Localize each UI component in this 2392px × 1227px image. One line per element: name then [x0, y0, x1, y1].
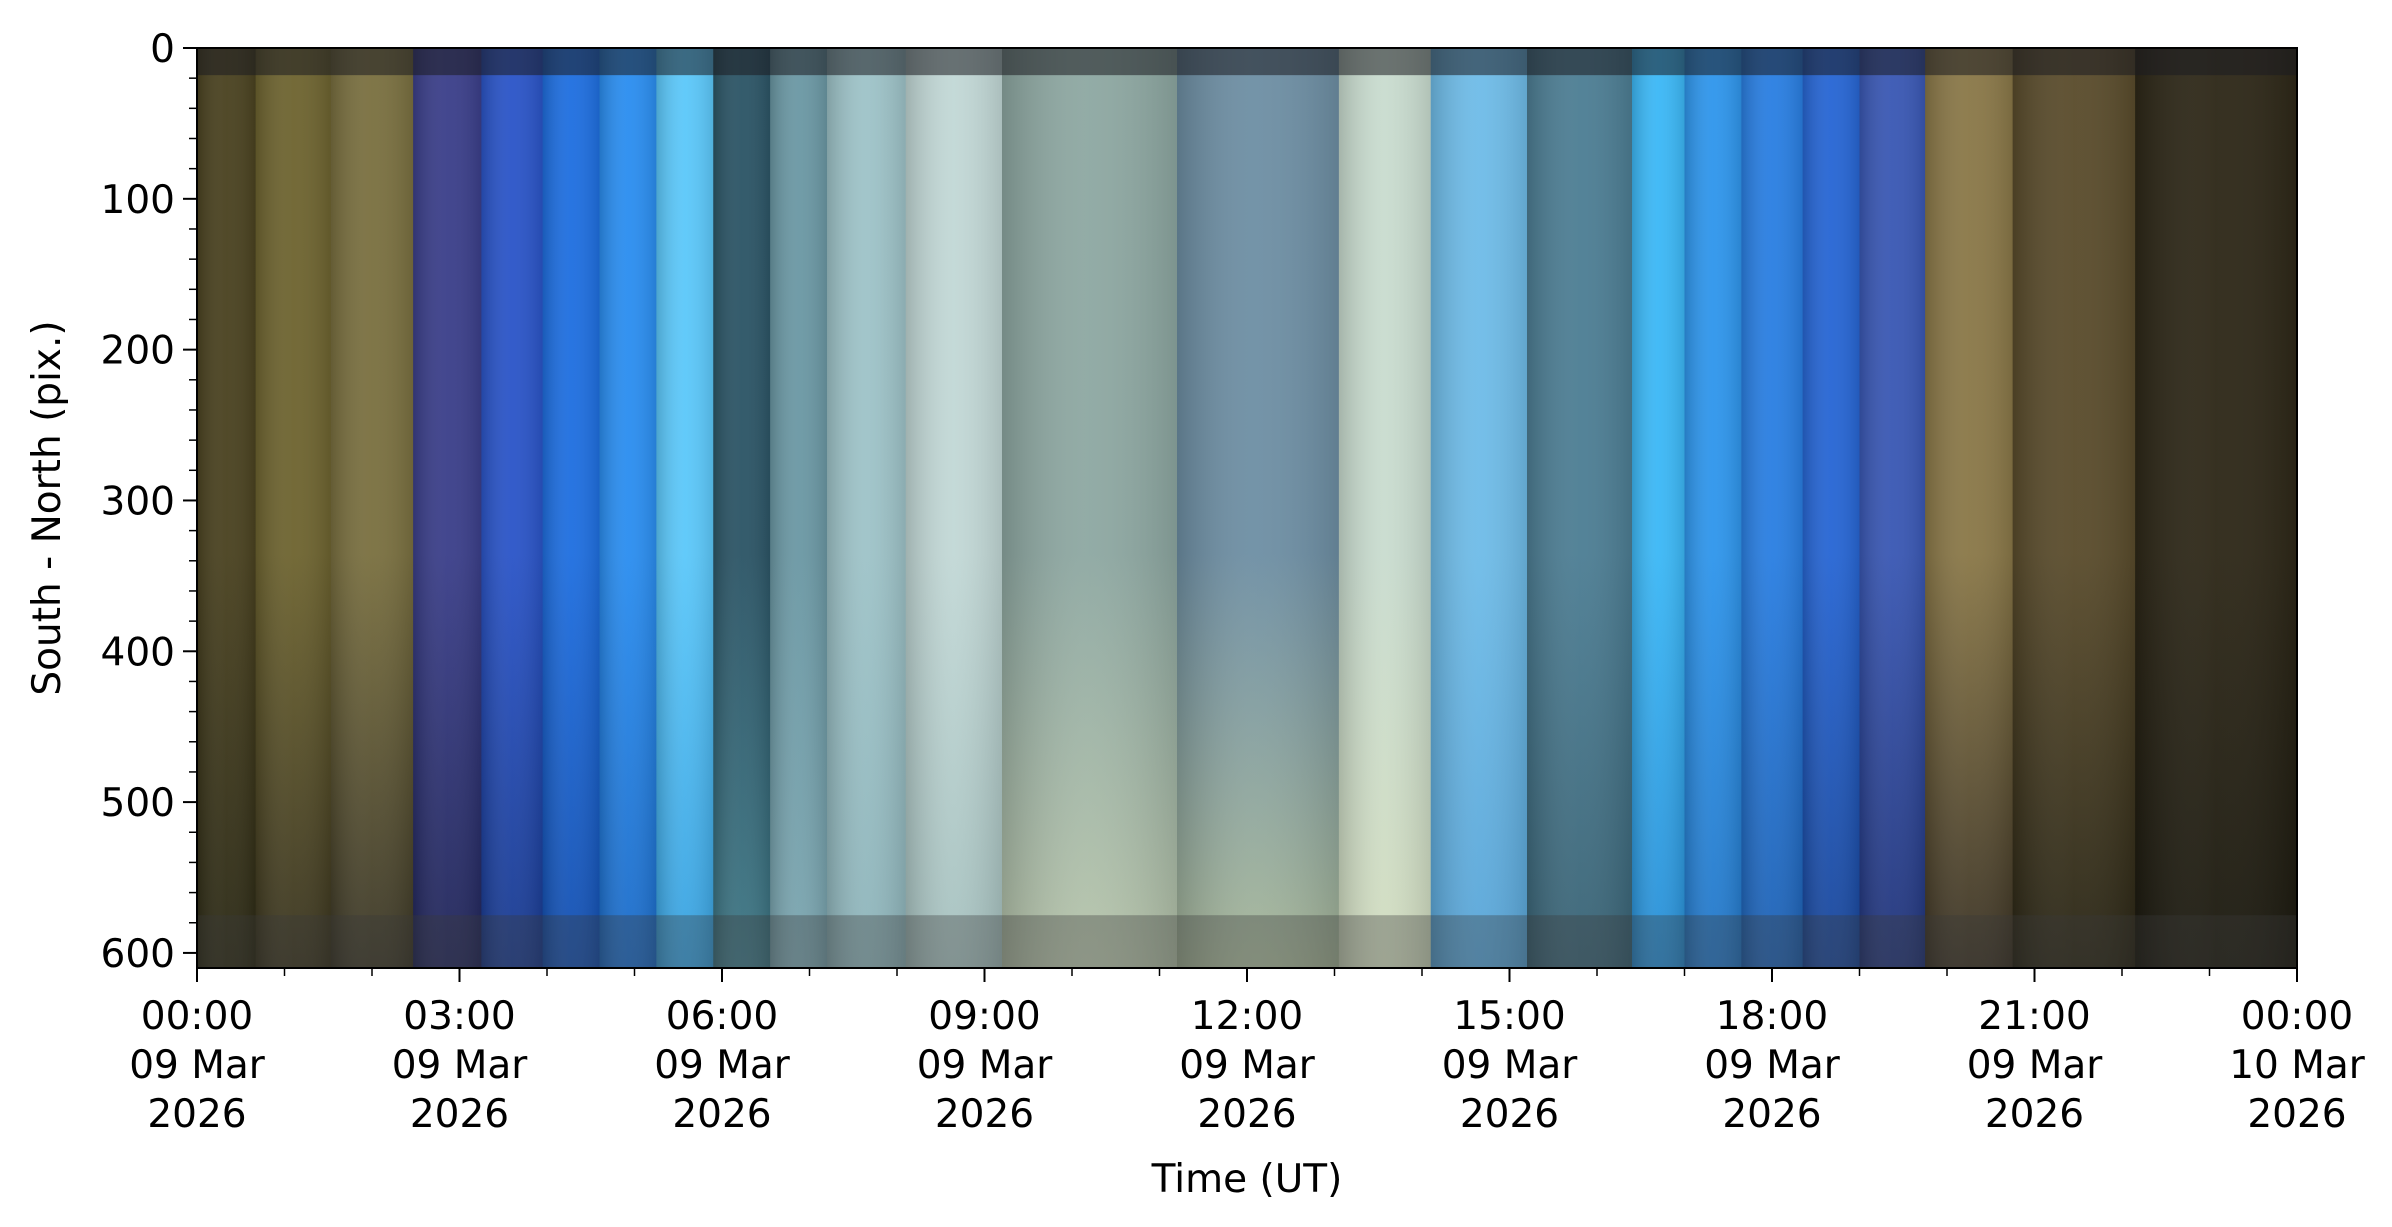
- y-tick-label: 100: [101, 178, 175, 223]
- x-tick-label: 00:00 10 Mar 2026: [2229, 994, 2366, 1137]
- time-block-shading: [1925, 48, 2013, 968]
- time-block-shading: [1802, 48, 1860, 968]
- y-tick-label: 300: [101, 479, 175, 524]
- time-block-shading: [827, 48, 906, 968]
- time-block-shading: [713, 48, 771, 968]
- x-axis: 00:00 09 Mar 2026 03:00 09 Mar 2026 06:00 09 Ma…: [129, 968, 2366, 1137]
- y-tick-label: 600: [101, 932, 175, 977]
- x-tick-label: 03:00 09 Mar 2026: [392, 994, 529, 1137]
- y-axis: 0 100 200 300 400 500 600: [101, 27, 197, 977]
- time-block-shading: [413, 48, 482, 968]
- time-block-shading: [1430, 48, 1527, 968]
- time-block-shading: [1859, 48, 1926, 968]
- time-block-shading: [542, 48, 600, 968]
- y-tick-label: 400: [101, 630, 175, 675]
- x-tick-label: 00:00 09 Mar 2026: [129, 994, 266, 1137]
- time-block-shading: [2012, 48, 2136, 968]
- x-tick-label: 06:00 09 Mar 2026: [654, 994, 791, 1137]
- x-tick-label: 12:00 09 Mar 2026: [1179, 994, 1316, 1137]
- time-block-shading: [330, 48, 414, 968]
- y-tick-label: 500: [101, 781, 175, 826]
- time-block-shading: [481, 48, 543, 968]
- time-block-shading: [656, 48, 714, 968]
- time-block-shading: [905, 48, 1002, 968]
- time-block-shading: [1684, 48, 1742, 968]
- time-block-shading: [2135, 48, 2297, 968]
- time-block-shading: [770, 48, 827, 968]
- x-axis-label: Time (UT): [1151, 1157, 1343, 1202]
- bottom-band: [197, 915, 2297, 968]
- time-block-shading: [599, 48, 657, 968]
- plot-overlay: [197, 48, 2297, 968]
- x-tick-label: 18:00 09 Mar 2026: [1704, 994, 1841, 1137]
- time-block-shading: [1002, 48, 1177, 968]
- time-block-shading: [1527, 48, 1632, 968]
- y-tick-label: 200: [101, 329, 175, 374]
- time-block-shading: [197, 48, 256, 968]
- time-block-shading: [1177, 48, 1339, 968]
- x-tick-label: 15:00 09 Mar 2026: [1442, 994, 1579, 1137]
- x-tick-label: 09:00 09 Mar 2026: [917, 994, 1054, 1137]
- time-block-shading: [1632, 48, 1685, 968]
- time-block-shading: [255, 48, 331, 968]
- y-axis-label: South - North (pix.): [25, 320, 70, 695]
- time-block-shading: [1741, 48, 1803, 968]
- time-block-shading: [1338, 48, 1431, 968]
- x-tick-label: 21:00 09 Mar 2026: [1967, 994, 2104, 1137]
- y-tick-label: 0: [150, 27, 175, 72]
- top-band: [197, 48, 2297, 76]
